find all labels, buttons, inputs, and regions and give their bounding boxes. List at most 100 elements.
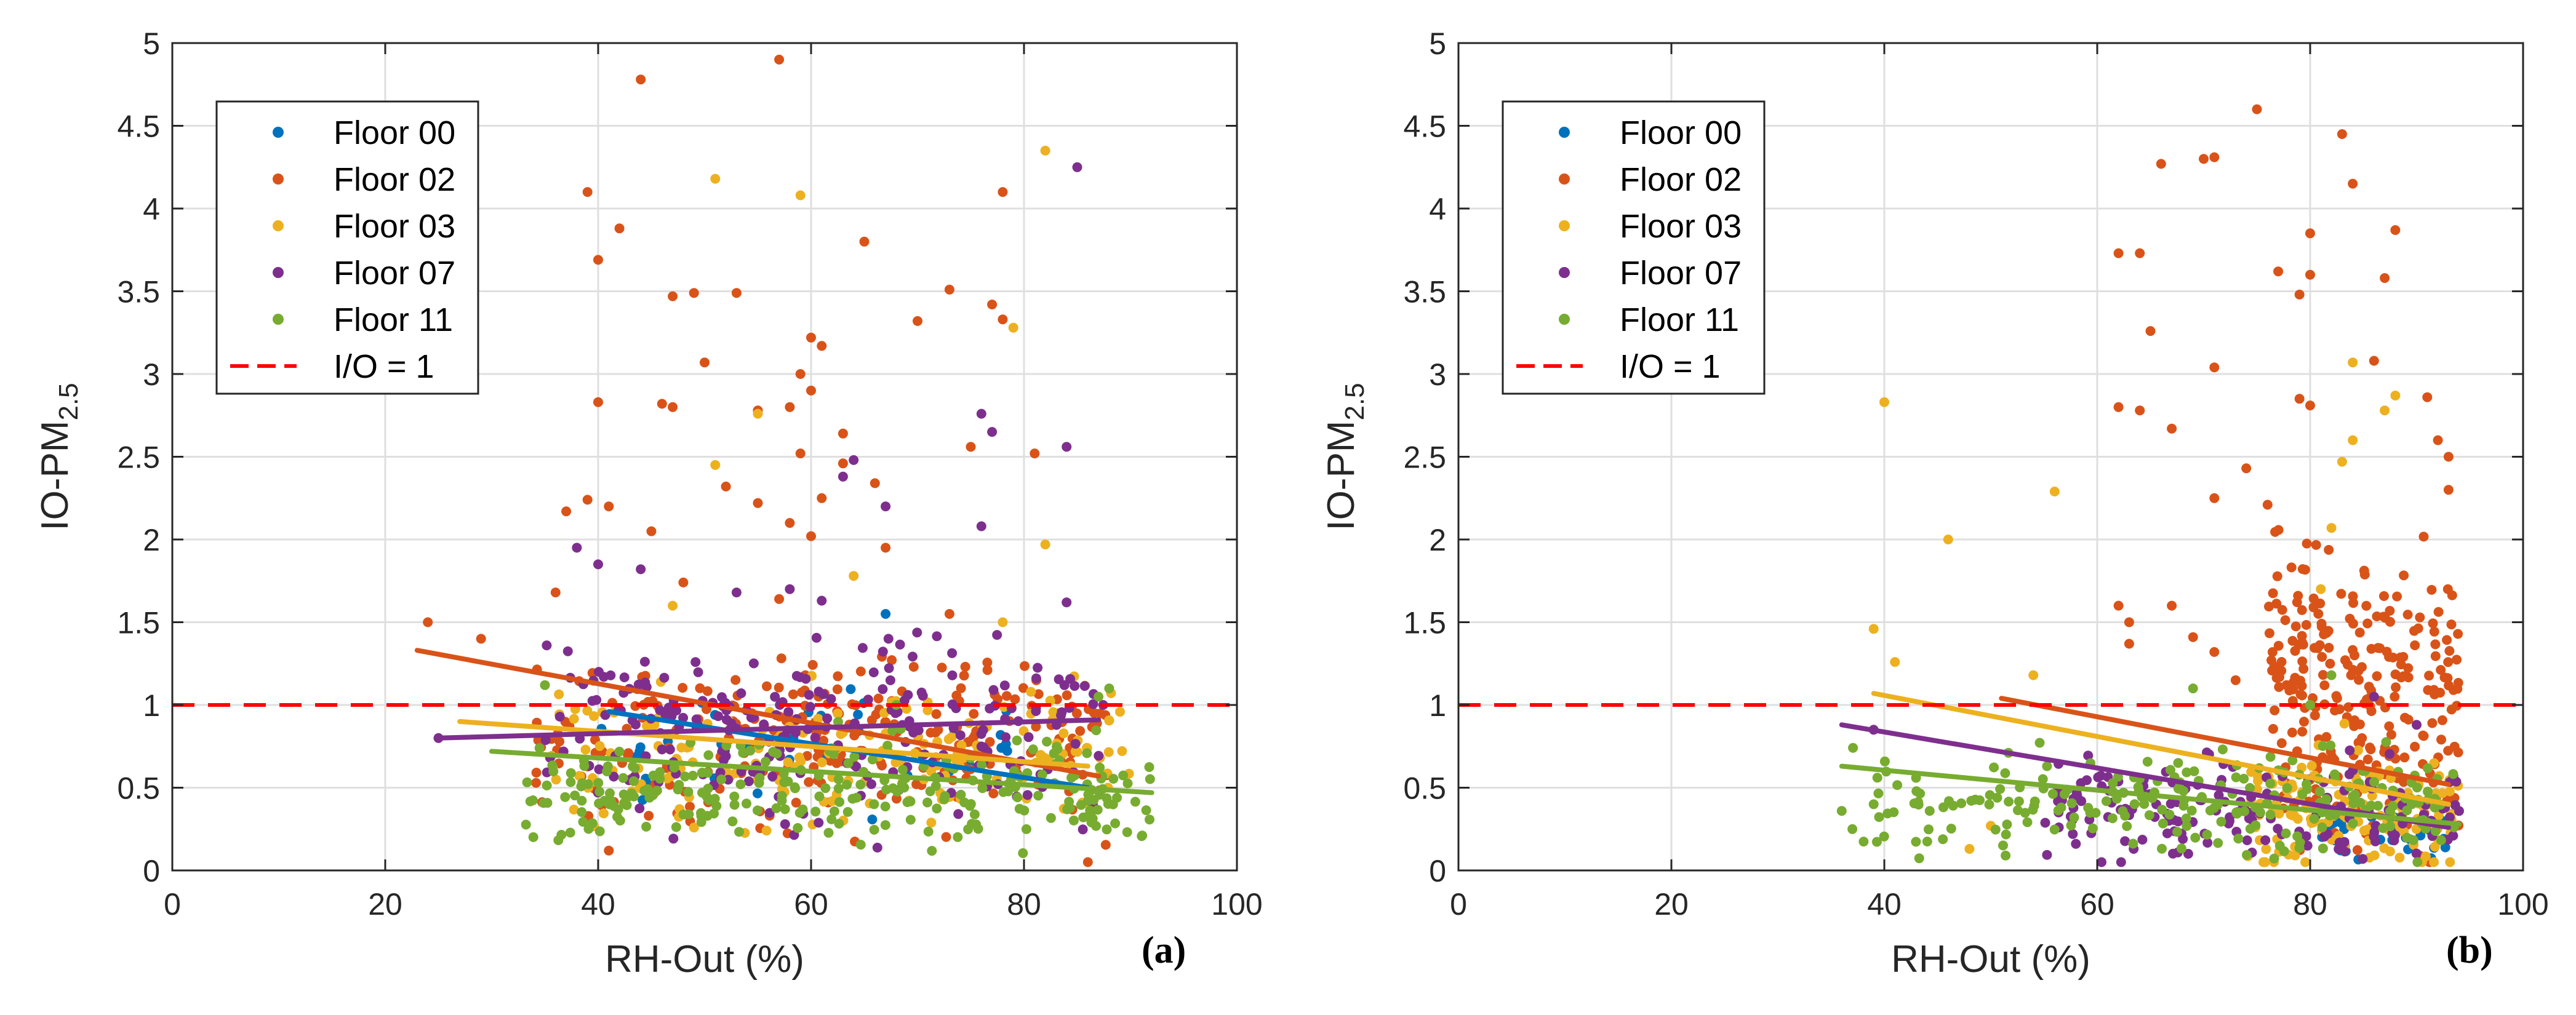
point-floor-03 [2028,670,2039,680]
point-floor-02 [2273,640,2284,651]
x-tick-label: 80 [1007,887,1041,921]
point-floor-02 [2305,228,2315,239]
point-floor-07 [542,640,552,651]
point-floor-02 [2415,612,2425,623]
point-floor-07 [671,706,682,715]
point-floor-11 [2216,816,2226,827]
point-floor-07 [1033,663,1043,673]
point-floor-02 [2310,710,2320,720]
point-floor-02 [2272,571,2282,581]
point-floor-11 [798,804,808,814]
point-floor-03 [2326,523,2337,533]
panel-b: 0 20 40 60 80 100 0 0.5 1 1.5 2 2.5 3 3.5 4 4.5 5 RH-Out … [1320,26,2549,981]
point-floor-11 [1871,837,1882,847]
point-floor-02 [582,495,593,505]
point-floor-07 [1072,162,1082,172]
point-floor-07 [953,809,964,819]
point-floor-02 [2452,655,2462,665]
point-floor-11 [2239,773,2249,784]
point-floor-11 [898,765,908,775]
point-floor-11 [2209,803,2219,813]
point-floor-11 [1848,742,1858,753]
point-floor-11 [2281,828,2291,838]
point-floor-02 [2402,610,2413,620]
point-floor-11 [1922,837,1932,846]
fit-line-floor-07 [436,717,1102,741]
point-floor-07 [572,543,582,553]
point-floor-11 [1924,824,1934,835]
point-floor-02 [2209,493,2220,503]
point-floor-02 [423,617,433,627]
point-floor-11 [2378,823,2388,834]
point-floor-11 [2305,700,2315,710]
point-floor-11 [680,771,690,782]
point-floor-02 [668,291,678,301]
point-floor-03 [662,773,673,784]
point-floor-02 [2308,593,2319,603]
point-floor-11 [2059,789,2070,800]
point-floor-02 [2314,640,2325,650]
point-floor-02 [2435,688,2446,698]
point-floor-02 [2124,617,2134,627]
point-floor-02 [2271,599,2282,609]
point-floor-02 [2313,608,2324,619]
x-tick-label: 0 [1450,887,1467,921]
point-floor-03 [1026,687,1036,697]
point-floor-07 [908,727,919,738]
point-floor-11 [734,827,745,837]
point-floor-03 [796,756,806,766]
point-floor-02 [2271,673,2282,683]
point-floor-02 [604,501,614,512]
point-floor-07 [2273,824,2283,834]
point-floor-11 [2190,832,2201,843]
point-floor-02 [2429,626,2439,637]
point-floor-11 [2012,805,2023,816]
point-floor-02 [833,671,843,682]
x-axis-label: RH-Out (%) [605,938,804,981]
point-floor-02 [2399,752,2410,763]
point-floor-11 [2101,796,2111,806]
point-floor-11 [639,786,650,796]
point-floor-02 [959,671,969,681]
point-floor-11 [2189,766,2199,776]
point-floor-07 [633,679,644,690]
point-floor-02 [931,709,942,719]
point-floor-11 [1909,798,1919,808]
point-floor-03 [2253,776,2263,786]
point-floor-07 [976,521,986,531]
point-floor-11 [2245,782,2255,793]
point-floor-11 [1998,840,2008,851]
point-floor-11 [1914,853,1924,864]
point-floor-02 [2268,723,2278,734]
point-floor-02 [2369,356,2379,366]
point-floor-02 [2350,715,2360,725]
point-floor-02 [2446,619,2457,630]
point-floor-02 [2167,600,2177,611]
point-floor-07 [785,584,795,594]
point-floor-11 [2111,794,2122,804]
point-floor-02 [2300,565,2310,575]
point-floor-11 [2348,818,2358,829]
point-floor-07 [932,631,942,642]
point-floor-02 [2286,562,2297,573]
point-floor-11 [2120,811,2130,821]
point-floor-07 [2369,691,2379,702]
point-floor-11 [703,750,714,760]
point-floor-03 [1964,844,1975,854]
fit-line-floor-03 [1871,691,2451,807]
point-floor-07 [1088,699,1098,709]
point-floor-02 [2442,635,2452,645]
point-floor-03 [1890,657,1900,667]
point-floor-07 [2345,745,2355,755]
point-floor-02 [2362,754,2373,765]
point-floor-02 [2156,159,2166,169]
point-floor-11 [2318,741,2328,751]
point-floor-07 [1001,732,1011,742]
point-floor-11 [683,787,694,797]
point-floor-03 [676,742,687,753]
point-floor-11 [1046,813,1056,823]
point-floor-11 [1872,773,1882,783]
point-floor-02 [678,577,689,587]
point-floor-02 [1100,840,1111,850]
